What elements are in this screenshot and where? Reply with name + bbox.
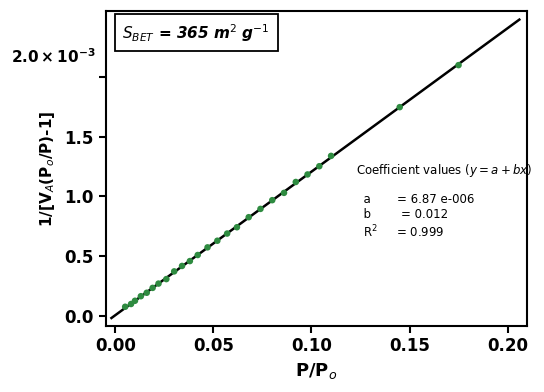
- Y-axis label: 1/[V$_A$(P$_o$/P)-1]: 1/[V$_A$(P$_o$/P)-1]: [39, 110, 58, 227]
- Point: [170, 268, 178, 274]
- Point: [127, 301, 135, 307]
- Point: [244, 214, 253, 220]
- Point: [223, 230, 232, 237]
- Point: [178, 263, 187, 269]
- Point: [268, 197, 276, 203]
- Point: [292, 179, 300, 185]
- Text: $\mathit{S}_{BET}$ = 365 m$^{2}$ g$^{-1}$: $\mathit{S}_{BET}$ = 365 m$^{2}$ g$^{-1}…: [122, 22, 270, 44]
- Text: Coefficient values ($y=a+bx$): Coefficient values ($y=a+bx$): [356, 162, 533, 179]
- Text: $\mathbf{2.0 \times 10^{-3}}$: $\mathbf{2.0 \times 10^{-3}}$: [11, 47, 96, 66]
- Point: [233, 224, 242, 230]
- Point: [315, 163, 324, 169]
- X-axis label: P/P$_o$: P/P$_o$: [295, 361, 337, 381]
- Point: [395, 104, 404, 110]
- Point: [203, 244, 212, 250]
- Point: [454, 62, 463, 68]
- Point: [137, 293, 145, 299]
- Point: [280, 190, 288, 196]
- Point: [186, 258, 194, 264]
- Point: [131, 298, 139, 304]
- Point: [193, 252, 202, 258]
- Point: [121, 304, 129, 310]
- Point: [213, 238, 222, 244]
- Text: a       = 6.87 e-006
  b        = 0.012
  R$^2$     = 0.999: a = 6.87 e-006 b = 0.012 R$^2$ = 0.999: [356, 194, 475, 241]
- Point: [149, 285, 157, 291]
- Point: [162, 276, 171, 282]
- Point: [256, 206, 265, 212]
- Point: [143, 290, 151, 296]
- Point: [154, 280, 163, 287]
- Point: [327, 153, 336, 159]
- Point: [303, 171, 312, 178]
